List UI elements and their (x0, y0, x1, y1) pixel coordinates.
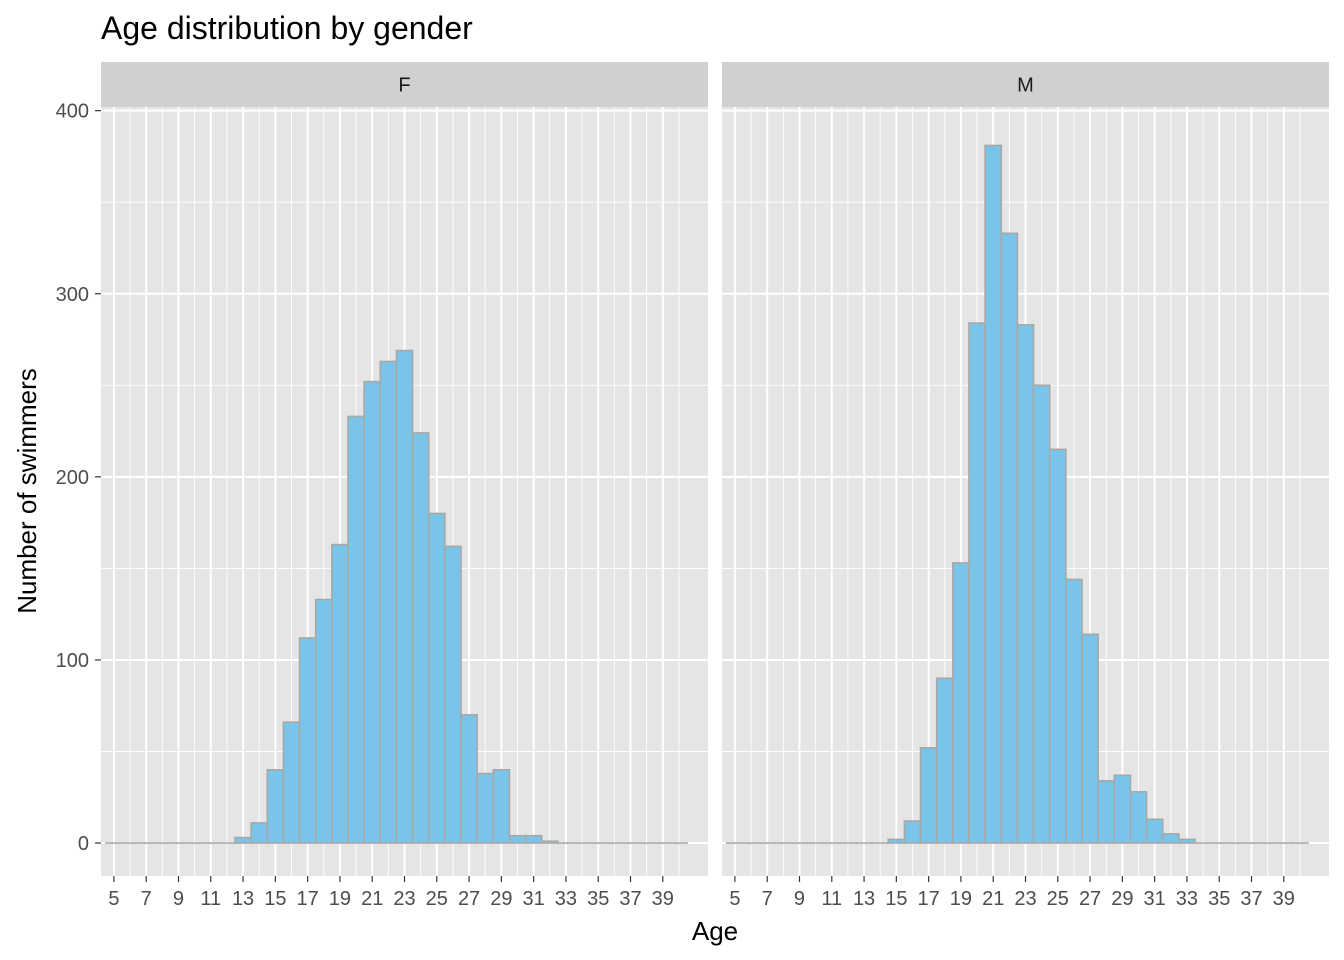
y-axis-title: Number of swimmers (12, 368, 42, 614)
chart-title: Age distribution by gender (101, 10, 473, 46)
x-tick-label: 9 (173, 888, 184, 910)
x-tick-label: 15 (885, 888, 907, 910)
x-tick-label: 29 (490, 888, 512, 910)
histogram-bar (1016, 324, 1035, 844)
histogram-bar (314, 598, 333, 844)
x-tick-label: 7 (141, 888, 152, 910)
histogram-bar (266, 769, 285, 844)
x-tick-label: 25 (426, 888, 448, 910)
histogram-bar (1145, 818, 1164, 844)
x-tick-label: 31 (1144, 888, 1166, 910)
facet-panel-m: M 5 7 9 11 13 15 17 19 21 23 25 27 29 31 33 35 37 39 (722, 62, 1329, 910)
y-tick-label: 400 (56, 101, 89, 123)
x-tick-label: 19 (950, 888, 972, 910)
x-tick-label: 35 (587, 888, 609, 910)
x-tick-label: 17 (918, 888, 940, 910)
histogram-bar (1097, 779, 1116, 844)
x-tick-label: 37 (1240, 888, 1262, 910)
histogram-bar (1113, 774, 1132, 844)
x-axis-title: Age (692, 916, 738, 946)
y-axis: 0 100 200 300 400 (56, 101, 101, 855)
x-tick-label: 23 (1014, 888, 1036, 910)
x-tick-label: 25 (1047, 888, 1069, 910)
histogram-bar (379, 360, 398, 844)
histogram-bar (282, 721, 301, 844)
facet-strip (101, 62, 708, 107)
histogram-bar (919, 747, 938, 844)
histogram-bar (411, 432, 430, 844)
y-tick-label: 300 (56, 284, 89, 306)
x-tick-label: 5 (108, 888, 119, 910)
histogram-bar (460, 714, 478, 844)
histogram-bar (347, 415, 365, 844)
x-tick-label: 37 (619, 888, 641, 910)
histogram-bar (540, 840, 559, 844)
y-tick-label: 200 (56, 467, 89, 489)
x-tick-label: 13 (853, 888, 875, 910)
x-tick-label: 7 (762, 888, 773, 910)
histogram-bar (395, 349, 414, 844)
histogram-bar (984, 144, 1003, 844)
x-tick-label: 39 (1273, 888, 1295, 910)
histogram-bar (476, 772, 495, 844)
x-tick-label: 9 (794, 888, 805, 910)
histogram-bar (250, 822, 269, 844)
x-tick-label: 11 (821, 888, 842, 910)
histogram-bar (524, 834, 543, 844)
x-tick-label: 15 (264, 888, 286, 910)
histogram-bar (952, 562, 970, 844)
histogram-bar (427, 512, 446, 844)
histogram-bar (298, 637, 317, 844)
histogram-bar (1000, 232, 1019, 844)
histogram-bar (1032, 384, 1051, 844)
x-tick-label: 33 (1176, 888, 1198, 910)
histogram-bar (1065, 578, 1083, 844)
histogram-bar (887, 838, 906, 844)
x-tick-label: 27 (1079, 888, 1101, 910)
histogram-bar (363, 380, 382, 844)
x-tick-label: 31 (523, 888, 545, 910)
facet-panel-f: F 5 7 9 11 13 15 17 19 21 23 25 27 29 31 33 35 37 39 (101, 62, 708, 910)
histogram-bar (1048, 448, 1067, 844)
histogram-bar (968, 322, 986, 844)
y-tick-label: 100 (56, 650, 89, 672)
x-tick-label: 27 (458, 888, 480, 910)
facet-strip-label: M (1017, 75, 1034, 97)
histogram-bar (903, 820, 922, 844)
x-tick-label: 21 (982, 888, 1004, 910)
histogram-bar (234, 836, 252, 844)
x-tick-label: 17 (297, 888, 319, 910)
x-tick-label: 23 (393, 888, 415, 910)
x-tick-label: 13 (232, 888, 254, 910)
x-tick-label: 5 (729, 888, 740, 910)
histogram-bar (935, 677, 954, 844)
x-tick-label: 35 (1208, 888, 1230, 910)
x-tick-label: 39 (652, 888, 674, 910)
x-tick-label: 29 (1111, 888, 1133, 910)
y-tick-label: 0 (78, 833, 89, 855)
x-tick-label: 33 (555, 888, 577, 910)
histogram-bar (1161, 833, 1180, 844)
x-tick-label: 21 (361, 888, 383, 910)
x-tick-label: 19 (329, 888, 351, 910)
x-tick-label: 11 (200, 888, 221, 910)
histogram-bar (331, 543, 349, 844)
histogram-bar (492, 769, 511, 844)
histogram-bar (508, 834, 527, 844)
facet-strip (722, 62, 1329, 107)
histogram-bar (1129, 790, 1148, 844)
histogram-bar (444, 545, 462, 844)
histogram-bar (1178, 838, 1196, 844)
facet-strip-label: F (398, 75, 410, 97)
histogram-bar (1081, 633, 1099, 844)
